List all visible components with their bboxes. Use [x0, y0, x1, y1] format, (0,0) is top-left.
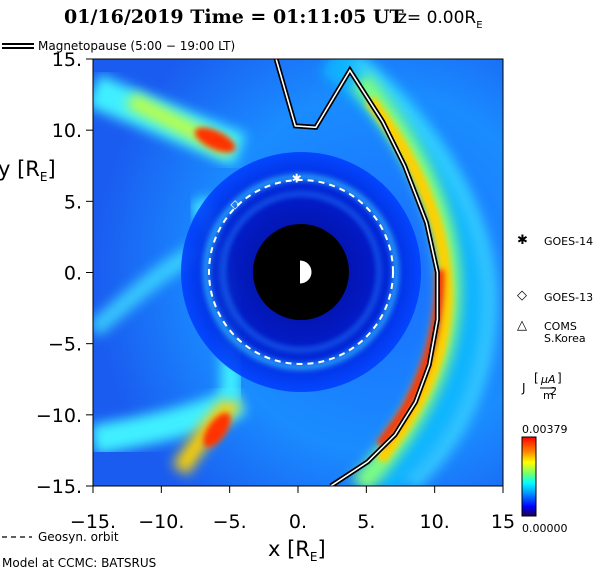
y-axis-ticks: 15. 10. 5. 0. −5. −10. −15. [36, 49, 93, 498]
satellite-markers: ✱◇ [231, 172, 302, 212]
chart-title: 01/16/2019 Time = 01:11:05 UT [64, 6, 404, 28]
y-tick-label: −15. [36, 476, 82, 498]
x-tick-label: −10. [138, 511, 184, 533]
colorbar-bracket-open: [ [534, 371, 539, 385]
y-tick-label: 0. [64, 263, 82, 285]
y-tick-label: 10. [52, 120, 82, 142]
legend-magnetopause-label: Magnetopause (5:00 − 19:00 LT) [38, 39, 235, 53]
legend-coms-label: COMS [544, 320, 577, 333]
legend-magnetopause: Magnetopause (5:00 − 19:00 LT) [2, 39, 235, 53]
x-tick-label: 15 [491, 511, 515, 533]
legend-triangle-icon: △ [517, 318, 527, 333]
x-tick-label: −15. [70, 511, 116, 533]
colorbar-max-label: 0.00379 [522, 423, 568, 436]
colorbar-unit-exp: 2 [550, 385, 557, 398]
magnetopause-line-inner [275, 59, 439, 486]
colorbar-unit-bottom: m [543, 389, 554, 402]
legend-geosync-label: Geosyn. orbit [38, 530, 119, 544]
colorbar-min-label: 0.00000 [522, 522, 568, 535]
x-axis-label: x [RE] [268, 537, 326, 564]
y-tick-label: −5. [48, 334, 82, 356]
legend-diamond-icon: ◇ [517, 288, 527, 303]
colorbar-label: J [521, 381, 526, 395]
satellite-marker-diamond: ◇ [231, 197, 241, 211]
satellite-legend: ✱ GOES-14 ◇ GOES-13 △ COMS S.Korea [517, 233, 593, 345]
x-tick-label: 0. [289, 511, 307, 533]
chart-title-z: z= 0.00RE [398, 8, 483, 31]
earth-daynight-icon [287, 259, 313, 285]
colorbar: J [ μA m 2 ] 0.00379 0.00000 [521, 371, 568, 535]
satellite-marker-asterisk: ✱ [292, 172, 302, 186]
y-axis-label: y [RE] [0, 157, 56, 184]
colorbar-unit-top: μA [540, 373, 556, 386]
legend-geosync: Geosyn. orbit [2, 530, 119, 544]
x-tick-label: 10. [420, 511, 450, 533]
x-axis-ticks: −15. −10. −5. 0. 5. 10. 15 [70, 486, 515, 533]
x-tick-label: −5. [213, 511, 247, 533]
footer-model: Model at CCMC: BATSRUS [2, 556, 156, 570]
y-tick-label: 5. [64, 191, 82, 213]
geosync-orbit [208, 179, 394, 365]
legend-goes14-label: GOES-14 [544, 235, 593, 248]
y-tick-label: 15. [52, 49, 82, 71]
legend-skorea-label: S.Korea [544, 332, 586, 345]
colorbar-bracket-close: ] [557, 371, 562, 385]
colorbar-gradient [521, 436, 537, 517]
legend-goes13-label: GOES-13 [544, 291, 593, 304]
x-tick-label: 5. [357, 511, 375, 533]
y-tick-label: −10. [36, 405, 82, 427]
legend-asterisk-icon: ✱ [517, 233, 528, 248]
